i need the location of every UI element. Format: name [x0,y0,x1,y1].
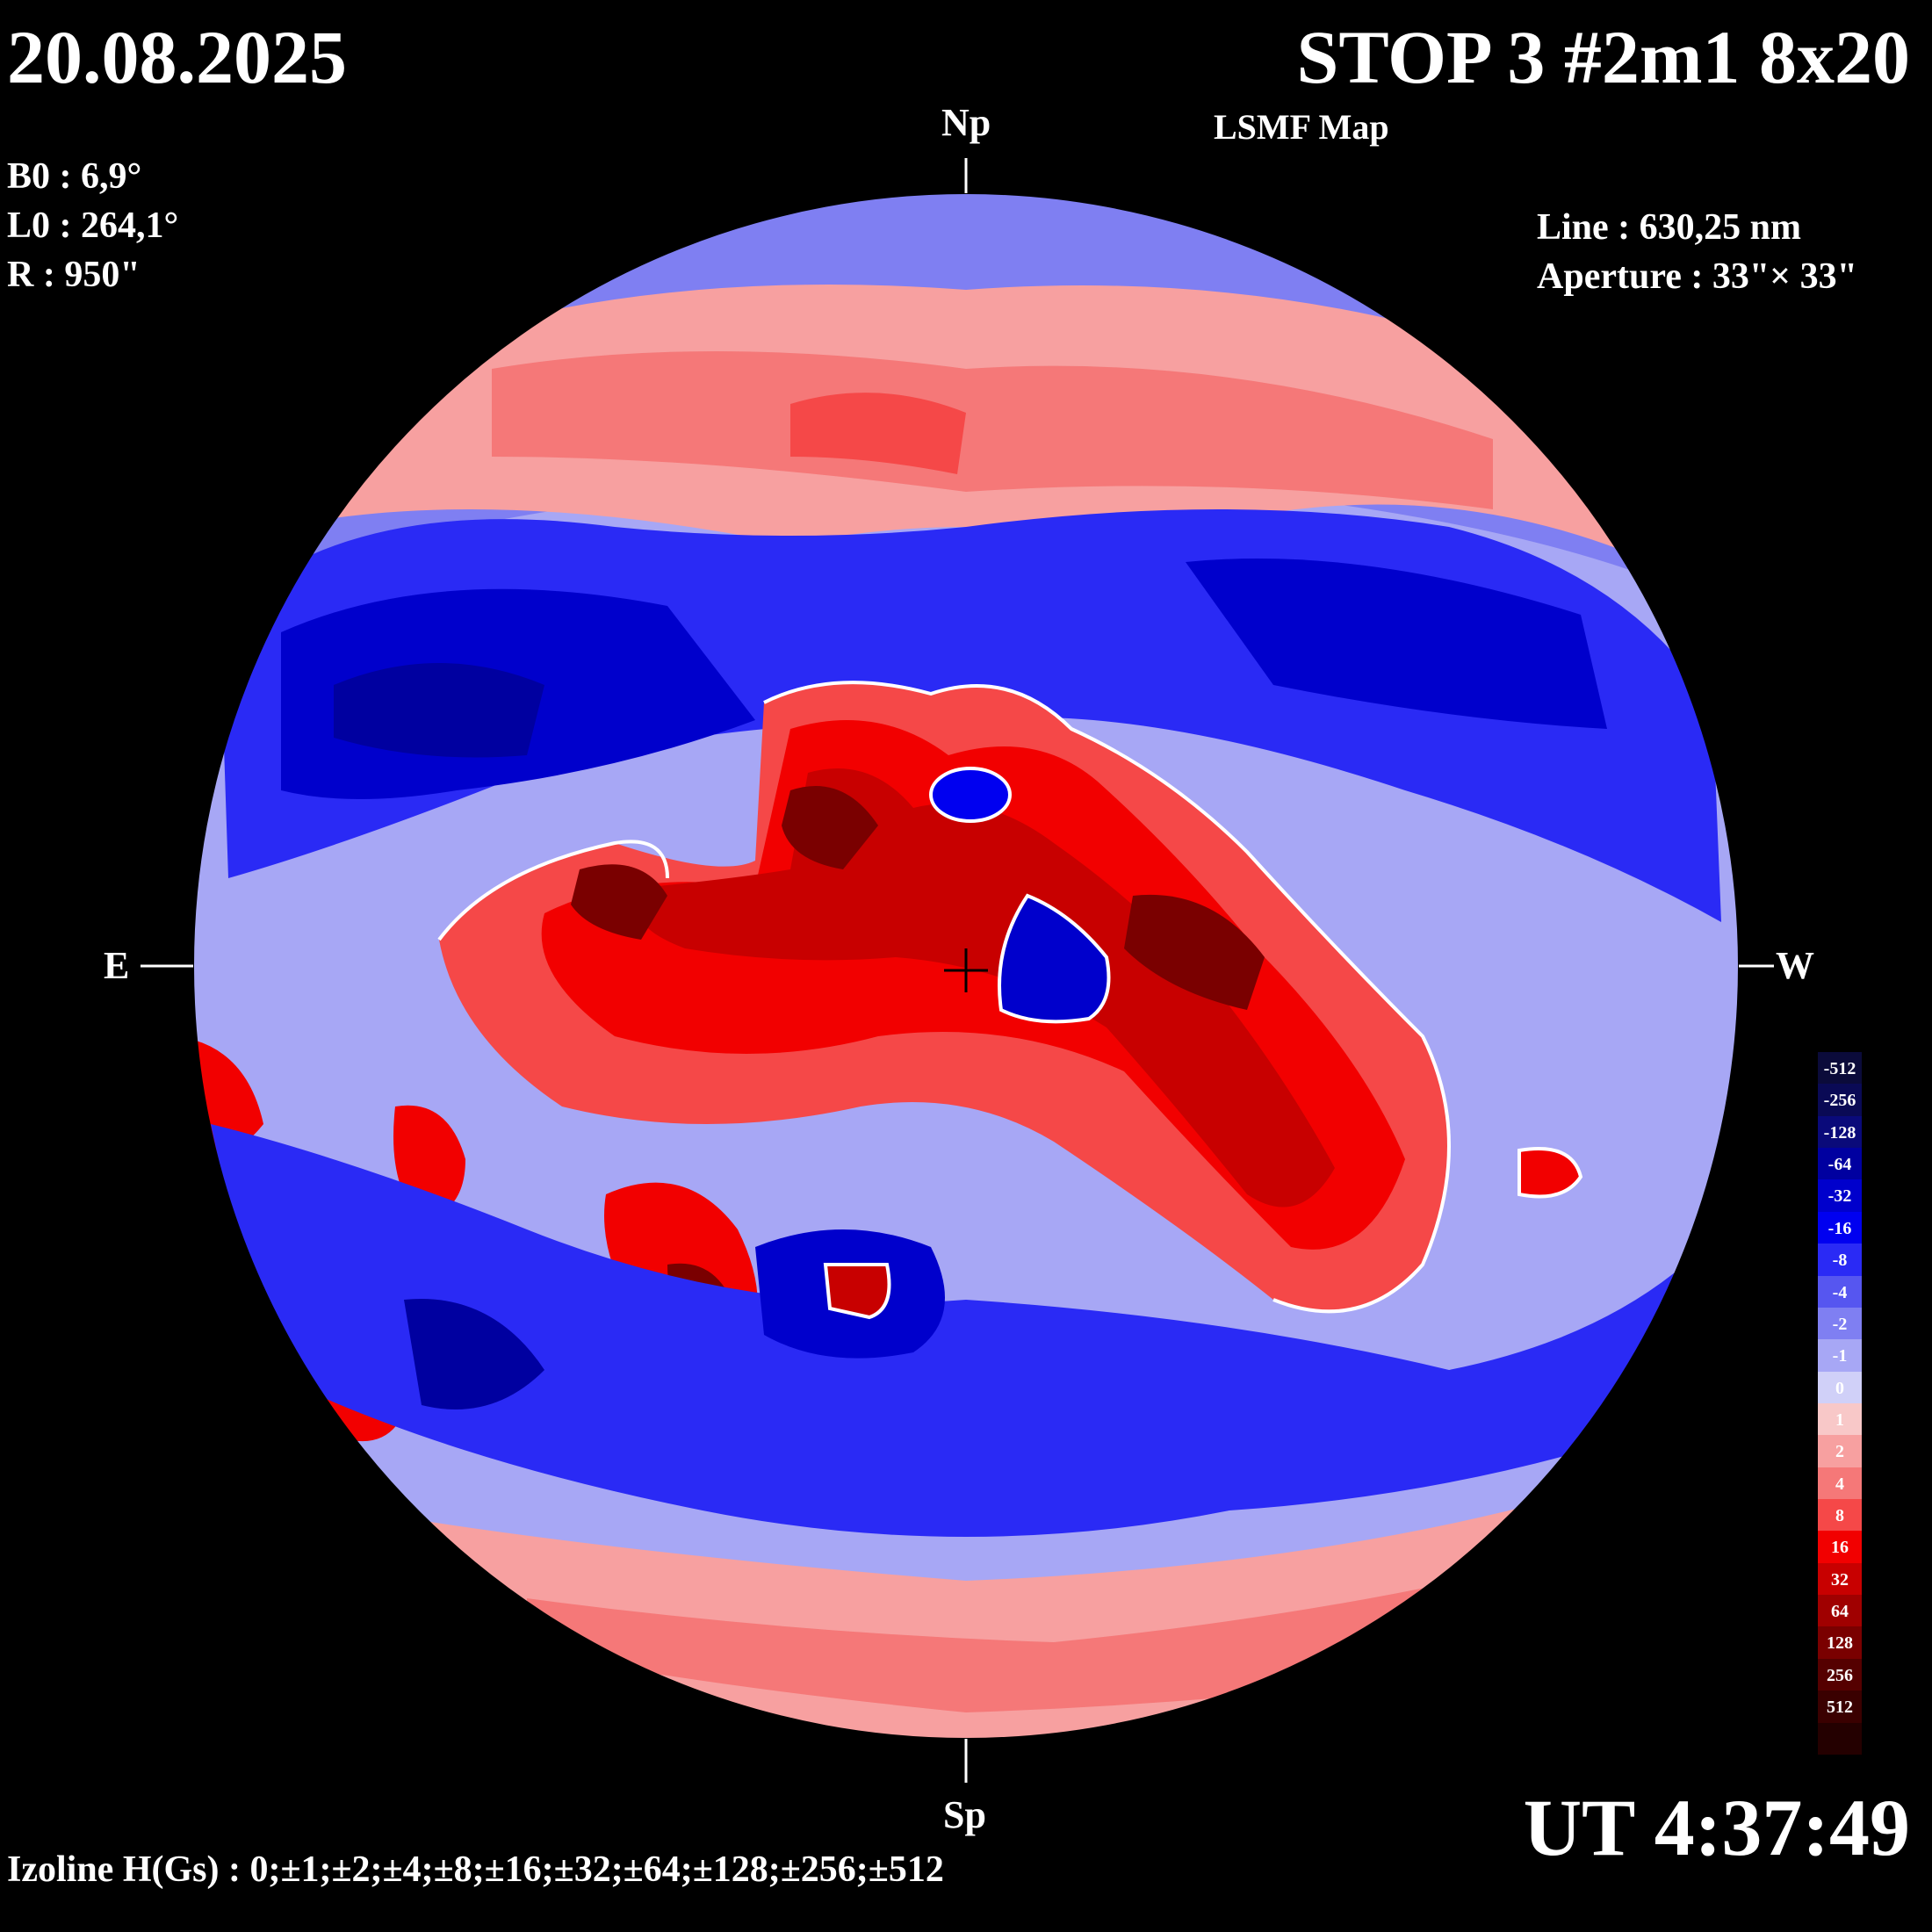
scale-segment: 32 [1818,1562,1862,1596]
scale-label: -16 [1827,1218,1852,1238]
north-pole-label: Np [941,101,991,144]
universal-time: UT 4:37:49 [1523,1783,1910,1872]
scale-segment: -256 [1818,1084,1862,1116]
south-pole-label: Sp [943,1793,986,1836]
east-label: E [104,944,130,987]
scale-segment: 256 [1818,1658,1862,1691]
scale-segment: 128 [1818,1626,1862,1659]
scale-segment: -8 [1818,1244,1862,1276]
west-label: W [1776,944,1814,987]
magnetic-field-contours [193,193,1739,1739]
param-radius: R : 950" [7,255,141,295]
scale-label: 256 [1827,1665,1853,1685]
param-b0: B0 : 6,9° [7,156,142,197]
scale-label: -32 [1827,1186,1852,1207]
scale-label: 1 [1835,1409,1844,1430]
scale-label: 64 [1831,1602,1849,1622]
scale-segment: 2 [1818,1435,1862,1467]
scale-segment: 16 [1818,1531,1862,1563]
scale-segment: 512 [1818,1690,1862,1723]
scale-segment: 64 [1818,1595,1862,1627]
scale-label: -128 [1823,1122,1856,1143]
scale-label: -64 [1827,1155,1852,1175]
scale-segment [1818,1722,1862,1755]
observation-date: 20.08.2025 [7,15,347,99]
scale-label: -2 [1832,1314,1848,1334]
scale-segment: -4 [1818,1275,1862,1308]
scale-segment: -1 [1818,1339,1862,1372]
map-subtitle: LSMF Map [1214,107,1389,147]
spectral-line: Line : 630,25 nm [1537,207,1802,248]
scale-label: 128 [1827,1633,1853,1654]
scale-label: 8 [1835,1506,1844,1526]
map-title: STOP 3 #2m1 8x20 [1296,15,1910,99]
scale-segment: 0 [1818,1371,1862,1403]
color-scale-legend: -512 -256 -128 -64 -32 -16 -8 -4 -2 -1 0 1 2 4 8 16 32 64… [1818,1052,1862,1755]
scale-label: -4 [1832,1282,1848,1302]
scale-label: -8 [1832,1251,1848,1271]
scale-segment: -16 [1818,1211,1862,1244]
aperture-size: Aperture : 33"× 33" [1537,256,1857,297]
scale-segment: -128 [1818,1115,1862,1149]
scale-segment: -512 [1818,1052,1862,1085]
scale-label: 0 [1835,1378,1844,1398]
scale-segment: -64 [1818,1148,1862,1180]
scale-segment: 4 [1818,1467,1862,1500]
scale-label: -1 [1832,1346,1848,1366]
param-l0: L0 : 264,1° [7,205,179,246]
scale-segment: 1 [1818,1402,1862,1436]
scale-segment: 8 [1818,1499,1862,1532]
scale-label: 512 [1827,1698,1853,1718]
scale-label: 2 [1835,1442,1844,1462]
scale-label: 4 [1835,1474,1844,1494]
scale-label: 32 [1831,1569,1849,1590]
izoline-legend: Izoline H(Gs) : 0;±1;±2;±4;±8;±16;±32;±6… [7,1849,944,1890]
scale-label: 16 [1831,1538,1849,1558]
scale-segment: -2 [1818,1307,1862,1340]
scale-segment: -32 [1818,1179,1862,1212]
scale-label: -256 [1823,1091,1856,1111]
scale-label: -512 [1823,1059,1856,1078]
